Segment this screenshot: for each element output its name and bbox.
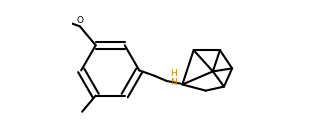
Text: H: H — [170, 69, 177, 78]
Text: O: O — [76, 16, 83, 25]
Text: N: N — [170, 78, 177, 87]
